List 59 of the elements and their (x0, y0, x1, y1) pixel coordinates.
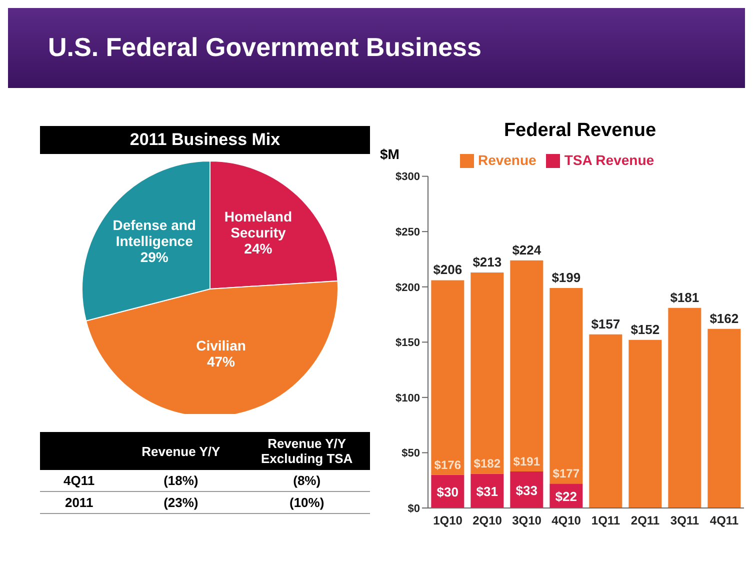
data-label: $162 (710, 310, 739, 326)
data-label: $152 (630, 322, 660, 337)
bar (510, 260, 544, 472)
text: (18%) (118, 470, 244, 492)
y-tick-label: $0 (408, 502, 420, 515)
text: (10%) (244, 492, 370, 514)
text: (8%) (244, 470, 370, 492)
slice-label: Civilian (196, 338, 246, 354)
data-label: $22 (555, 488, 578, 504)
y-axis-title: $M (380, 146, 400, 162)
data-label: $181 (670, 290, 700, 305)
data-label: 47% (206, 354, 236, 370)
bar (431, 280, 464, 475)
bar (470, 272, 504, 474)
y-tick-label: $50 (402, 448, 420, 460)
data-label: $30 (436, 484, 459, 500)
data-label: $157 (591, 316, 620, 332)
bar (668, 308, 702, 508)
category-label: 4Q11 (64, 473, 95, 488)
x-tick-label: 4Q10 (552, 514, 582, 528)
x-tick-label: 3Q10 (512, 514, 542, 528)
bar (589, 334, 622, 508)
data-label: $177 (552, 466, 580, 481)
total-label: $213 (472, 254, 502, 270)
data-label: $33 (516, 482, 538, 498)
y-tick-label: $150 (396, 337, 420, 350)
bar (628, 340, 662, 508)
legend-label: TSA Revenue (564, 152, 654, 168)
chart-subtitle: 2011 Business Mix (40, 126, 370, 154)
x-tick-label: 4Q11 (710, 514, 739, 528)
y-tick-label: $100 (396, 392, 420, 404)
total-label: $206 (433, 262, 462, 278)
data-label: $191 (513, 454, 540, 469)
bar (550, 288, 583, 484)
category-label: Revenue Y/Y Excluding TSA (260, 435, 354, 468)
chart-title: U.S. Federal Government Business (8, 8, 745, 88)
slice-label: Homeland Security (224, 208, 292, 241)
x-tick-label: 3Q11 (670, 514, 700, 528)
total-label: $224 (512, 242, 542, 258)
x-tick-label: 1Q10 (433, 514, 463, 528)
data-label: 29% (140, 248, 169, 265)
bar (708, 328, 741, 508)
data-label: $176 (434, 458, 462, 472)
legend-label: Revenue (478, 152, 536, 168)
chart-title: Federal Revenue (502, 120, 658, 142)
data-label: 24% (244, 240, 273, 257)
slice-label: Defense and Intelligence (112, 216, 196, 249)
y-tick-label: $300 (396, 171, 420, 184)
x-tick-label: 1Q11 (591, 514, 620, 528)
data-label: $182 (474, 456, 501, 471)
category-label: Revenue Y/Y (140, 442, 222, 460)
y-tick-label: $250 (396, 226, 420, 238)
data-label: $31 (476, 484, 498, 499)
x-tick-label: 2Q10 (472, 514, 502, 528)
total-label: $199 (552, 270, 581, 285)
y-tick-label: $200 (396, 282, 420, 294)
category-label: 2011 (64, 495, 94, 510)
text: (23%) (118, 492, 244, 514)
x-tick-label: 2Q11 (630, 514, 660, 528)
